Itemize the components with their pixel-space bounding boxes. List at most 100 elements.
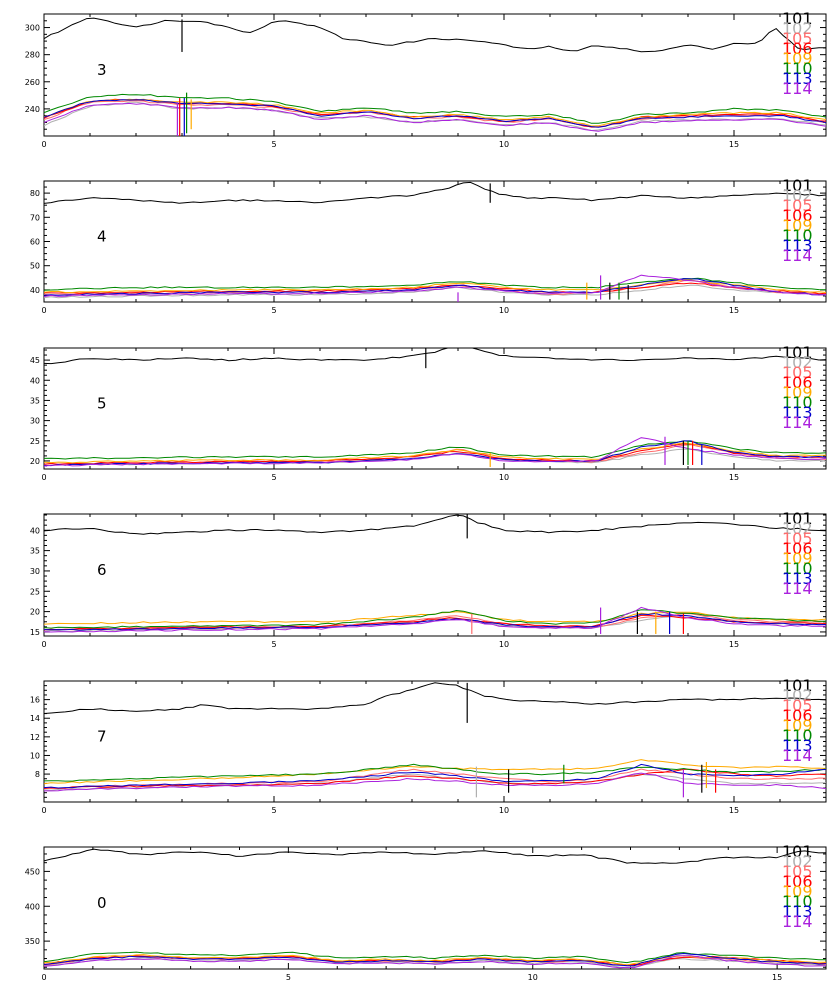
series-line-110 — [44, 93, 826, 124]
legend-entry-109: 109 — [782, 383, 813, 402]
series-line-113 — [44, 763, 826, 789]
y-tick-label: 70 — [30, 213, 40, 222]
series-line-101 — [44, 514, 826, 535]
x-tick-label: 15 — [729, 306, 739, 315]
panel-label: 3 — [97, 61, 107, 79]
legend-entry-101: 101 — [782, 509, 813, 528]
legend-entry-106: 106 — [782, 206, 813, 225]
x-tick-label: 15 — [729, 140, 739, 149]
panel-label: 6 — [97, 561, 107, 579]
x-tick-label: 10 — [528, 973, 538, 982]
panel-6: 0 5 10 15 15 20 25 30 35 40 6 101102105106109110113… — [30, 509, 827, 649]
y-tick-label: 25 — [30, 437, 40, 446]
series-line-113 — [44, 278, 826, 296]
series-line-101 — [44, 348, 826, 365]
legend-entry-113: 113 — [782, 902, 813, 921]
legend-entry-102: 102 — [782, 353, 813, 372]
legend-entry-101: 101 — [782, 9, 813, 28]
legend-entry-110: 110 — [782, 726, 813, 745]
axes-frame — [43, 846, 827, 970]
panel-5: 0 5 10 15 20 25 30 35 40 45 5 101102105106109110113… — [30, 343, 827, 482]
x-tick-label: 10 — [499, 640, 509, 649]
axes-frame — [43, 513, 827, 637]
series-line-113 — [44, 99, 826, 128]
legend-entry-105: 105 — [782, 363, 813, 382]
x-tick-label: 5 — [286, 973, 291, 982]
x-tick-label: 10 — [499, 806, 509, 815]
series-line-114 — [44, 606, 826, 633]
series-line-101 — [44, 181, 826, 204]
legend-entry-110: 110 — [782, 559, 813, 578]
y-tick-label: 25 — [30, 587, 40, 596]
y-tick-label: 20 — [30, 608, 40, 617]
x-tick-label: 5 — [271, 806, 276, 815]
y-tick-label: 45 — [30, 356, 40, 365]
legend-entry-101: 101 — [782, 343, 813, 362]
y-tick-label: 30 — [30, 417, 40, 426]
panel-label: 7 — [97, 728, 107, 746]
series-line-101 — [44, 17, 826, 53]
legend-entry-101: 101 — [782, 842, 813, 861]
x-tick-label: 0 — [41, 473, 46, 482]
legend-entry-102: 102 — [782, 19, 813, 38]
y-tick-label: 240 — [25, 105, 40, 114]
legend-entry-109: 109 — [782, 549, 813, 568]
y-tick-label: 450 — [25, 867, 40, 876]
legend-entry-109: 109 — [782, 49, 813, 68]
legend-entry-105: 105 — [782, 196, 813, 215]
legend-entry-114: 114 — [782, 912, 813, 931]
legend-entry-105: 105 — [782, 862, 813, 881]
plot-area — [44, 348, 826, 467]
legend-entry-113: 113 — [782, 403, 813, 422]
legend-entry-114: 114 — [782, 746, 813, 765]
series-line-106 — [44, 614, 826, 631]
legend-entry-106: 106 — [782, 872, 813, 891]
series-line-106 — [44, 768, 826, 789]
x-tick-label: 15 — [772, 973, 782, 982]
x-tick-label: 5 — [271, 140, 276, 149]
y-tick-label: 280 — [25, 51, 40, 60]
y-tick-label: 60 — [30, 238, 40, 247]
legend-entry-113: 113 — [782, 69, 813, 88]
y-tick-label: 30 — [30, 567, 40, 576]
x-tick-label: 15 — [729, 640, 739, 649]
series-line-114 — [44, 102, 826, 132]
series-line-113 — [44, 440, 826, 467]
series-line-114 — [44, 772, 826, 792]
legend-entry-106: 106 — [782, 706, 813, 725]
legend-entry-106: 106 — [782, 39, 813, 58]
legend-entry-102: 102 — [782, 186, 813, 205]
panel-4: 0 5 10 15 40 50 60 70 80 4 10110210510610911011311… — [30, 176, 827, 315]
x-tick-label: 15 — [729, 806, 739, 815]
legend-entry-102: 102 — [782, 686, 813, 705]
legend-entry-109: 109 — [782, 216, 813, 235]
y-tick-label: 40 — [30, 376, 40, 385]
series-line-114 — [44, 437, 826, 467]
y-tick-label: 20 — [30, 457, 40, 466]
series-line-109 — [44, 442, 826, 464]
legend-entry-110: 110 — [782, 393, 813, 412]
plot-area — [44, 682, 826, 798]
legend-entry-114: 114 — [782, 413, 813, 432]
legend-entry-106: 106 — [782, 539, 813, 558]
y-tick-label: 40 — [30, 526, 40, 535]
y-tick-label: 10 — [30, 751, 40, 760]
legend-entry-110: 110 — [782, 226, 813, 245]
legend-entry-106: 106 — [782, 373, 813, 392]
plot-area — [44, 514, 826, 634]
series-line-113 — [44, 952, 826, 967]
series-line-102 — [44, 101, 826, 132]
legend-entry-110: 110 — [782, 892, 813, 911]
x-tick-label: 0 — [41, 973, 46, 982]
y-tick-label: 400 — [25, 902, 40, 911]
y-tick-label: 35 — [30, 396, 40, 405]
y-tick-label: 8 — [35, 770, 40, 779]
series-line-114 — [44, 955, 826, 969]
x-tick-label: 15 — [729, 473, 739, 482]
panel-label: 0 — [97, 894, 107, 912]
y-tick-label: 80 — [30, 189, 40, 198]
y-tick-label: 40 — [30, 286, 40, 295]
series-line-101 — [44, 848, 826, 864]
series-line-114 — [44, 274, 826, 298]
